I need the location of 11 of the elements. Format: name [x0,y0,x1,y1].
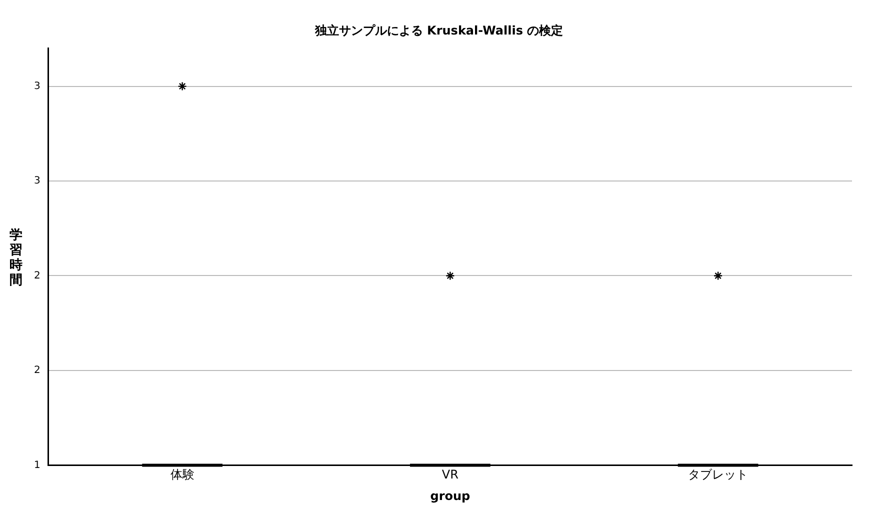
y-tick-label: 3 [34,176,40,187]
y-tick-label: 2 [34,365,40,376]
chart-title: 独立サンプルによる Kruskal-Wallis の検定 [314,23,564,38]
y-tick-label: 1 [34,460,40,471]
x-tick-label: タブレット [688,468,748,482]
y-axis-title: 学習時間 [8,228,24,288]
x-tick-label: 体験 [170,468,194,482]
y-tick-label: 2 [34,270,40,282]
y-tick-label: 3 [34,80,40,92]
x-axis-title: group [430,488,471,503]
x-tick-label: VR [442,468,458,482]
